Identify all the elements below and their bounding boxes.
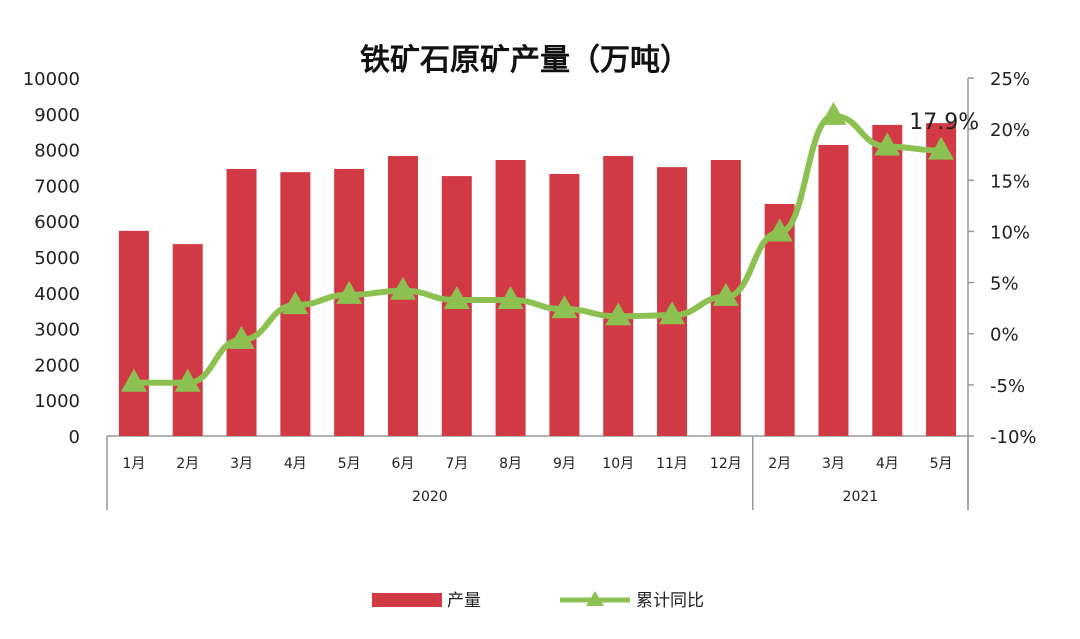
left-axis-tick-label: 8000 — [34, 141, 80, 162]
chart-title: 铁矿石原矿产量（万吨） — [360, 43, 690, 78]
legend-swatch-bar — [372, 593, 442, 607]
left-axis-tick-label: 1000 — [34, 391, 80, 412]
data-label: 17.9% — [909, 110, 979, 135]
line-marker-triangle — [551, 295, 578, 319]
line-marker-triangle — [766, 218, 793, 242]
right-axis-tick-label: -10% — [990, 427, 1037, 448]
left-axis-tick-label: 10000 — [23, 69, 80, 90]
bar — [818, 144, 849, 437]
x-axis-category-label: 6月 — [392, 456, 415, 472]
right-axis-tick-label: 10% — [990, 222, 1030, 243]
x-axis-category-label: 1月 — [122, 456, 145, 472]
x-axis-category-label: 9月 — [553, 456, 576, 472]
left-axis-tick-label: 3000 — [34, 320, 80, 341]
legend-label-line: 累计同比 — [636, 591, 704, 611]
left-axis-tick-label: 2000 — [34, 355, 80, 376]
left-axis-tick-label: 0 — [69, 427, 80, 448]
line-marker-triangle — [336, 280, 363, 304]
line-marker-triangle — [820, 101, 847, 125]
bar — [926, 123, 957, 436]
x-axis-category-label: 2月 — [176, 456, 199, 472]
bar — [226, 168, 257, 436]
line-marker-triangle — [497, 285, 524, 309]
right-axis-tick-label: 0% — [990, 325, 1019, 346]
x-axis-category-label: 5月 — [930, 456, 953, 472]
line-marker-triangle — [712, 282, 739, 306]
line-marker-triangle — [874, 132, 901, 156]
x-axis-group-label: 2021 — [843, 489, 879, 505]
line-marker-triangle — [389, 276, 416, 300]
line-marker-triangle — [228, 325, 255, 349]
line-marker-triangle — [120, 368, 147, 392]
line-marker-triangle — [282, 291, 309, 315]
x-axis-category-label: 4月 — [876, 456, 899, 472]
right-axis-tick-label: 25% — [990, 69, 1030, 90]
bar — [172, 244, 203, 436]
x-axis-category-label: 7月 — [445, 456, 468, 472]
legend-marker-triangle — [586, 591, 604, 606]
right-axis-tick-label: -5% — [990, 376, 1025, 397]
x-axis-category-label: 10月 — [602, 456, 634, 472]
x-axis-category-label: 4月 — [284, 456, 307, 472]
left-axis-tick-label: 5000 — [34, 248, 80, 269]
x-axis-category-label: 3月 — [822, 456, 845, 472]
left-axis-tick-label: 7000 — [34, 176, 80, 197]
bar — [872, 124, 903, 436]
x-axis-category-label: 8月 — [499, 456, 522, 472]
line-marker-triangle — [659, 301, 686, 325]
right-axis-tick-label: 5% — [990, 274, 1019, 295]
x-axis-group-label: 2020 — [412, 489, 448, 505]
right-axis-tick-label: 20% — [990, 120, 1030, 141]
x-axis-category-label: 5月 — [338, 456, 361, 472]
x-axis-category-label: 3月 — [230, 456, 253, 472]
line-marker-triangle — [928, 136, 955, 160]
legend-label-bar: 产量 — [447, 591, 481, 611]
left-axis-tick-label: 6000 — [34, 212, 80, 233]
bar — [118, 230, 149, 436]
legend: 产量 累计同比 — [372, 591, 704, 611]
x-axis-category-label: 11月 — [656, 456, 688, 472]
line-marker-triangle — [605, 302, 632, 326]
bar — [764, 204, 795, 436]
bar — [603, 156, 634, 436]
left-axis-tick-label: 4000 — [34, 284, 80, 305]
x-axis-category-label: 2月 — [768, 456, 791, 472]
line-marker-triangle — [174, 368, 201, 392]
line-marker-triangle — [443, 285, 470, 309]
x-axis-category-label: 12月 — [710, 456, 742, 472]
right-axis-tick-label: 15% — [990, 171, 1030, 192]
left-axis-tick-label: 9000 — [34, 105, 80, 126]
